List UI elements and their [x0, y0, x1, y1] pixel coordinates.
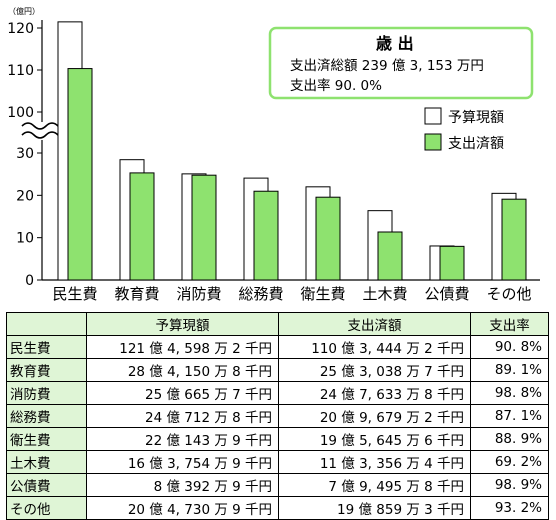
summary-total: 支出済総額 239 億 3, 153 万円 [290, 58, 484, 74]
category-label: 総務費 [238, 285, 283, 303]
table-row: 消防費 25 億 665 万 7 千円 24 億 7, 633 万 8 千円 9… [6, 381, 549, 405]
row-name: 教育費 [6, 358, 87, 382]
table-row: その他 20 億 4, 730 万 9 千円 19 億 859 万 3 千円 9… [6, 496, 549, 520]
legend-label-budget: 予算現額 [448, 110, 504, 126]
y-tick-label: 100 [7, 105, 34, 121]
y-tick-label: 20 [16, 188, 34, 204]
summary-rate: 支出率 90. 0% [290, 77, 382, 94]
row-rate: 88. 9% [470, 427, 549, 451]
category-label: 消防費 [176, 285, 221, 303]
row-spent: 25 億 3, 038 万 7 千円 [278, 358, 471, 382]
row-name: 総務費 [6, 404, 87, 428]
row-name: その他 [6, 496, 87, 520]
table-row: 衛生費 22 億 143 万 9 千円 19 億 5, 645 万 6 千円 8… [6, 427, 549, 451]
table-header-row: 予算現額 支出済額 支出率 [6, 312, 549, 336]
row-name: 公債費 [6, 473, 87, 497]
row-budget: 121 億 4, 598 万 2 千円 [86, 335, 279, 359]
row-name: 民生費 [6, 335, 87, 359]
table-row: 民生費 121 億 4, 598 万 2 千円 110 億 3, 444 万 2… [6, 335, 549, 359]
row-spent: 11 億 3, 356 万 4 千円 [278, 450, 471, 474]
summary-box [268, 26, 534, 100]
y-tick-label: 30 [16, 146, 34, 162]
category-label: 衛生費 [300, 285, 345, 303]
row-rate: 89. 1% [470, 358, 549, 382]
row-budget: 22 億 143 万 9 千円 [86, 427, 279, 451]
table-row: 教育費 28 億 4, 150 万 8 千円 25 億 3, 038 万 7 千… [6, 358, 549, 382]
bar-spent [253, 190, 279, 281]
row-rate: 69. 2% [470, 450, 549, 474]
header-rate: 支出率 [470, 312, 549, 336]
row-budget: 8 億 392 万 9 千円 [86, 473, 279, 497]
table-row: 総務費 24 億 712 万 8 千円 20 億 9, 679 万 2 千円 8… [6, 404, 549, 428]
category-label: 公債費 [424, 285, 469, 303]
header-budget: 予算現額 [86, 312, 279, 336]
summary-title: 歳 出 [376, 34, 414, 53]
table-row: 土木費 16 億 3, 754 万 9 千円 11 億 3, 356 万 4 千… [6, 450, 549, 474]
bar-spent [67, 68, 93, 281]
row-name: 土木費 [6, 450, 87, 474]
legend-swatch-budget [424, 107, 442, 125]
bar-spent [439, 245, 465, 281]
row-spent: 20 億 9, 679 万 2 千円 [278, 404, 471, 428]
row-spent: 19 億 5, 645 万 6 千円 [278, 427, 471, 451]
category-label: その他 [486, 285, 531, 303]
row-rate: 98. 8% [470, 381, 549, 405]
expenditure-table: 予算現額 支出済額 支出率 民生費 121 億 4, 598 万 2 千円 11… [6, 312, 549, 520]
row-budget: 16 億 3, 754 万 9 千円 [86, 450, 279, 474]
bar-chart: 0 10 20 30 100 110 120 民生費 教育費 消防費 総務費 衛生費 土木費 公債費 その… [7, 6, 540, 303]
category-label: 土木費 [362, 285, 407, 303]
y-tick-label: 0 [25, 273, 34, 289]
row-budget: 25 億 665 万 7 千円 [86, 381, 279, 405]
row-rate: 87. 1% [470, 404, 549, 428]
bar-spent [129, 172, 155, 281]
header-blank [6, 312, 87, 336]
row-spent: 7 億 9, 495 万 8 千円 [278, 473, 471, 497]
category-label: 教育費 [114, 285, 159, 303]
table-row: 公債費 8 億 392 万 9 千円 7 億 9, 495 万 8 千円 98.… [6, 473, 549, 497]
row-rate: 93. 2% [470, 496, 549, 520]
row-name: 消防費 [6, 381, 87, 405]
row-name: 衛生費 [6, 427, 87, 451]
y-tick-label: 10 [16, 231, 34, 247]
bar-spent [377, 231, 403, 281]
row-spent: 24 億 7, 633 万 8 千円 [278, 381, 471, 405]
header-spent: 支出済額 [278, 312, 471, 336]
y-tick-label: 120 [7, 21, 34, 37]
row-budget: 28 億 4, 150 万 8 千円 [86, 358, 279, 382]
legend-label-spent: 支出済額 [448, 136, 504, 152]
bar-spent [501, 198, 527, 281]
y-tick-label: 110 [7, 63, 34, 79]
y-unit-label: （億円） [8, 6, 40, 16]
row-spent: 110 億 3, 444 万 2 千円 [278, 335, 471, 359]
category-label: 民生費 [52, 285, 97, 303]
row-budget: 24 億 712 万 8 千円 [86, 404, 279, 428]
row-spent: 19 億 859 万 3 千円 [278, 496, 471, 520]
row-rate: 90. 8% [470, 335, 549, 359]
bar-spent [315, 196, 341, 281]
row-budget: 20 億 4, 730 万 9 千円 [86, 496, 279, 520]
category-labels: 民生費 教育費 消防費 総務費 衛生費 土木費 公債費 その他 [52, 285, 531, 303]
row-rate: 98. 9% [470, 473, 549, 497]
bar-spent [191, 174, 217, 281]
bars-group [57, 21, 527, 281]
legend-swatch-spent [424, 133, 442, 151]
